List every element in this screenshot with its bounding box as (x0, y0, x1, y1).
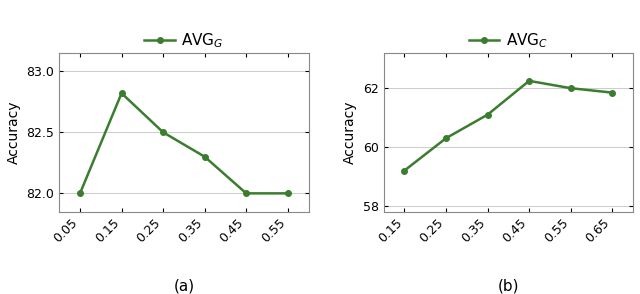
Y-axis label: Accuracy: Accuracy (7, 101, 21, 164)
Legend: AVG$_G$: AVG$_G$ (138, 26, 230, 56)
Text: (a): (a) (173, 278, 195, 293)
Legend: AVG$_C$: AVG$_C$ (463, 26, 554, 56)
Text: (b): (b) (498, 278, 519, 293)
Y-axis label: Accuracy: Accuracy (343, 101, 357, 164)
